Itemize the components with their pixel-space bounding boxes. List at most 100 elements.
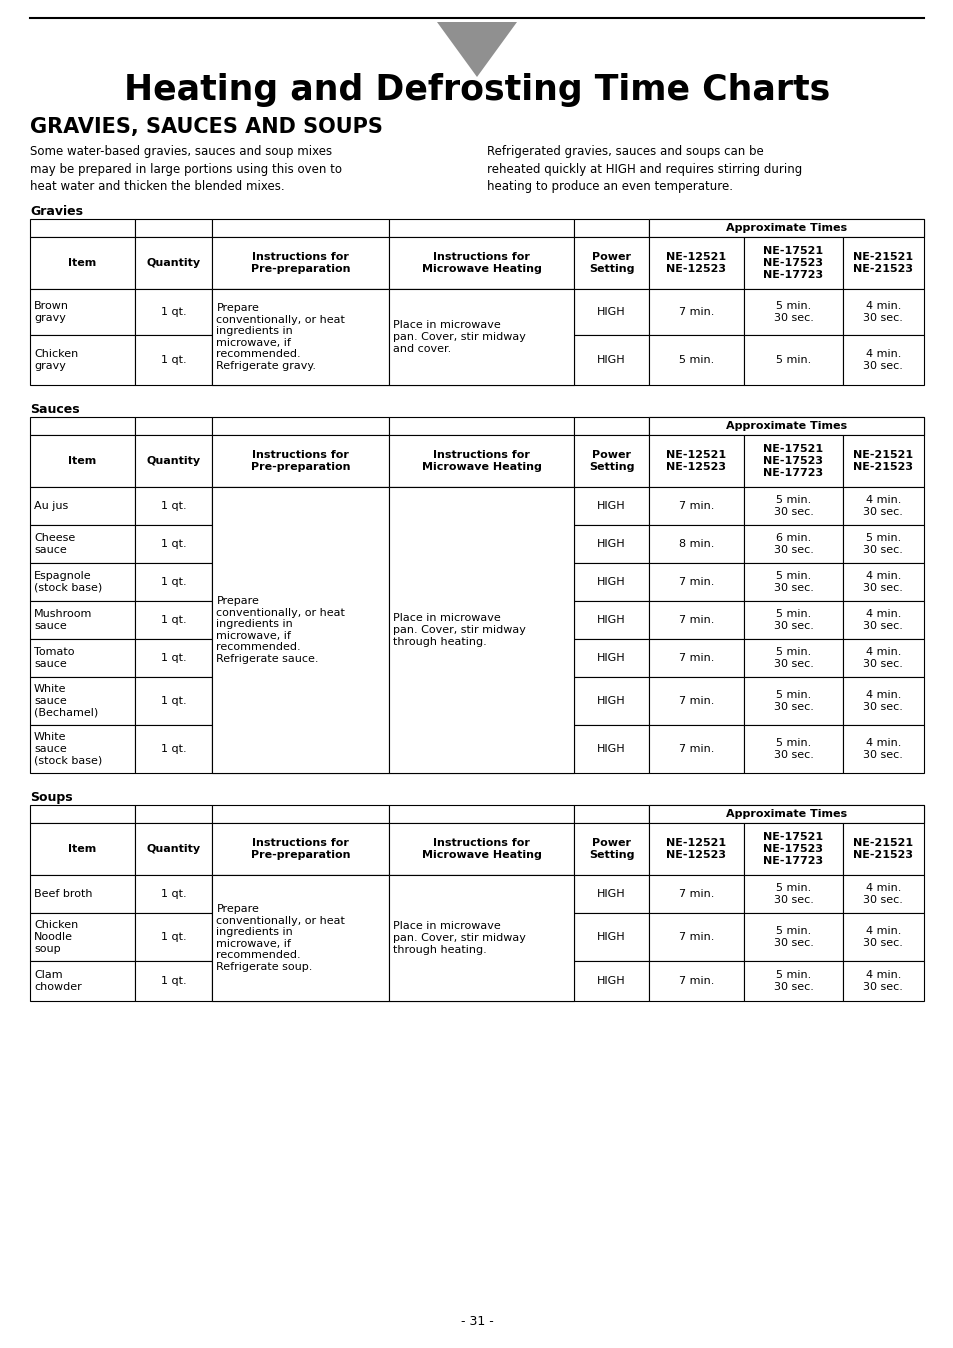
- Bar: [743, 913, 841, 961]
- Bar: [574, 288, 648, 336]
- Bar: [213, 824, 389, 875]
- Bar: [648, 677, 743, 725]
- Bar: [389, 487, 574, 524]
- Bar: [213, 875, 389, 1002]
- Text: NE-12521
NE-12523: NE-12521 NE-12523: [666, 450, 726, 472]
- Bar: [213, 288, 389, 336]
- Bar: [389, 601, 574, 639]
- Text: 1 qt.: 1 qt.: [160, 355, 186, 365]
- Bar: [213, 913, 389, 961]
- Text: Prepare
conventionally, or heat
ingredients in
microwave, if
recommended.
Refrig: Prepare conventionally, or heat ingredie…: [216, 596, 345, 665]
- Text: 7 min.: 7 min.: [679, 888, 714, 899]
- Bar: [743, 601, 841, 639]
- Bar: [648, 805, 923, 824]
- Bar: [30, 677, 134, 725]
- Text: 4 min.
30 sec.: 4 min. 30 sec.: [862, 609, 902, 631]
- Text: Sauces: Sauces: [30, 403, 79, 417]
- Text: Instructions for
Pre-preparation: Instructions for Pre-preparation: [251, 838, 351, 860]
- Bar: [134, 487, 213, 524]
- Text: Au jus: Au jus: [34, 501, 69, 511]
- Text: Quantity: Quantity: [146, 844, 200, 855]
- Text: Item: Item: [68, 844, 96, 855]
- Bar: [30, 288, 134, 336]
- Text: HIGH: HIGH: [597, 355, 625, 365]
- Bar: [30, 435, 134, 487]
- Text: 8 min.: 8 min.: [679, 539, 714, 549]
- Text: Approximate Times: Approximate Times: [725, 222, 846, 233]
- Text: NE-21521
NE-21523: NE-21521 NE-21523: [852, 252, 912, 274]
- Text: Beef broth: Beef broth: [34, 888, 92, 899]
- Bar: [743, 487, 841, 524]
- Bar: [841, 725, 923, 772]
- Bar: [213, 487, 389, 524]
- Bar: [213, 805, 389, 824]
- Bar: [648, 725, 743, 772]
- Bar: [134, 824, 213, 875]
- Bar: [648, 524, 743, 563]
- Bar: [743, 417, 841, 435]
- Text: 4 min.
30 sec.: 4 min. 30 sec.: [862, 647, 902, 669]
- Bar: [30, 237, 134, 288]
- Bar: [30, 487, 134, 524]
- Text: NE-17521
NE-17523
NE-17723: NE-17521 NE-17523 NE-17723: [762, 833, 822, 865]
- Text: White
sauce
(stock base): White sauce (stock base): [34, 732, 102, 766]
- Bar: [574, 639, 648, 677]
- Bar: [648, 961, 743, 1002]
- Text: Instructions for
Microwave Heating: Instructions for Microwave Heating: [421, 252, 541, 274]
- Bar: [574, 913, 648, 961]
- Bar: [574, 237, 648, 288]
- Text: HIGH: HIGH: [597, 652, 625, 663]
- Text: Item: Item: [68, 456, 96, 466]
- Text: Quantity: Quantity: [146, 456, 200, 466]
- Text: Instructions for
Pre-preparation: Instructions for Pre-preparation: [251, 450, 351, 472]
- Bar: [648, 417, 923, 435]
- Text: 4 min.
30 sec.: 4 min. 30 sec.: [862, 971, 902, 992]
- Bar: [134, 677, 213, 725]
- Text: 5 min.
30 sec.: 5 min. 30 sec.: [773, 572, 813, 593]
- Bar: [574, 336, 648, 386]
- Text: 5 min.
30 sec.: 5 min. 30 sec.: [773, 301, 813, 322]
- Bar: [841, 524, 923, 563]
- Text: 7 min.: 7 min.: [679, 652, 714, 663]
- Text: HIGH: HIGH: [597, 307, 625, 317]
- Text: 1 qt.: 1 qt.: [160, 652, 186, 663]
- Text: 5 min.
30 sec.: 5 min. 30 sec.: [862, 534, 902, 555]
- Text: HIGH: HIGH: [597, 696, 625, 706]
- Bar: [743, 288, 841, 336]
- Bar: [389, 288, 574, 386]
- Bar: [574, 677, 648, 725]
- Bar: [574, 725, 648, 772]
- Text: Place in microwave
pan. Cover, stir midway
through heating.: Place in microwave pan. Cover, stir midw…: [393, 613, 526, 647]
- Text: Refrigerated gravies, sauces and soups can be
reheated quickly at HIGH and requi: Refrigerated gravies, sauces and soups c…: [486, 146, 801, 193]
- Text: Cheese
sauce: Cheese sauce: [34, 534, 75, 555]
- Bar: [743, 524, 841, 563]
- Text: 7 min.: 7 min.: [679, 744, 714, 754]
- Bar: [648, 875, 743, 913]
- Bar: [389, 875, 574, 913]
- Text: 5 min.: 5 min.: [775, 355, 810, 365]
- Bar: [648, 218, 743, 237]
- Bar: [574, 524, 648, 563]
- Bar: [134, 563, 213, 601]
- Bar: [389, 913, 574, 961]
- Bar: [30, 805, 134, 824]
- Bar: [389, 218, 574, 237]
- Text: Approximate Times: Approximate Times: [725, 421, 846, 431]
- Bar: [213, 288, 389, 386]
- Text: Instructions for
Microwave Heating: Instructions for Microwave Heating: [421, 838, 541, 860]
- Bar: [213, 639, 389, 677]
- Bar: [743, 805, 841, 824]
- Text: 5 min.
30 sec.: 5 min. 30 sec.: [773, 971, 813, 992]
- Bar: [574, 487, 648, 524]
- Bar: [841, 417, 923, 435]
- Text: 7 min.: 7 min.: [679, 615, 714, 625]
- Bar: [841, 805, 923, 824]
- Text: HIGH: HIGH: [597, 501, 625, 511]
- Bar: [389, 336, 574, 386]
- Bar: [841, 218, 923, 237]
- Bar: [213, 487, 389, 772]
- Text: 1 qt.: 1 qt.: [160, 307, 186, 317]
- Bar: [213, 875, 389, 1002]
- Bar: [841, 601, 923, 639]
- Bar: [648, 237, 743, 288]
